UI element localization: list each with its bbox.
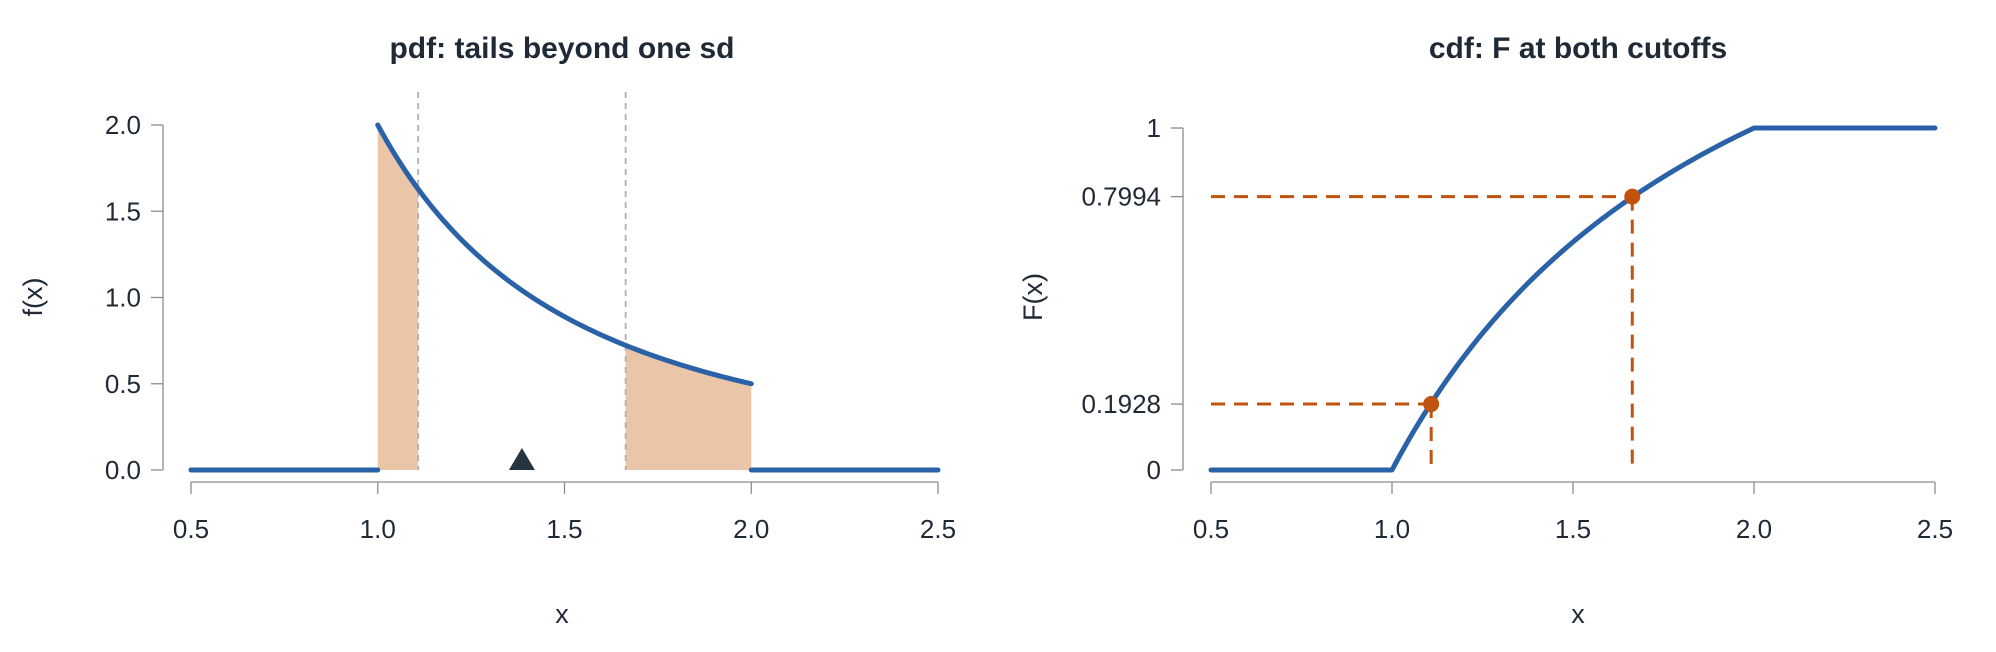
mean-triangle-marker: [508, 448, 535, 470]
x-tick-label: 1.0: [360, 514, 396, 544]
y-tick-label: 1: [1147, 113, 1161, 143]
x-tick-label: 0.5: [1193, 514, 1229, 544]
pdf-curve-density: [375, 122, 754, 387]
pdf-x-axis-label: x: [555, 599, 569, 629]
y-tick-label: 0.1928: [1081, 389, 1161, 419]
cdf-chart-title: cdf: F at both cutoffs: [1429, 32, 1727, 65]
pdf-shaded-tails: [377, 125, 752, 470]
x-tick-label: 1.0: [1374, 514, 1410, 544]
pdf-curve: [188, 122, 941, 473]
cdf-curve: [1208, 125, 1938, 473]
cdf-panel: cdf: F at both cutoffs x F(x) 0.5 1.0 1.5 2…: [1018, 32, 1953, 629]
cdf-cutoff-point: [1423, 396, 1440, 413]
pdf-chart-title: pdf: tails beyond one sd: [389, 32, 734, 65]
y-tick-label: 0.5: [105, 369, 141, 399]
x-tick-label: 2.5: [920, 514, 956, 544]
shaded-tail-region: [625, 345, 752, 470]
cdf-curve-line: [1208, 125, 1938, 473]
y-tick-label: 0.7994: [1081, 182, 1161, 212]
x-tick-label: 2.0: [1736, 514, 1772, 544]
pdf-axes: 0.5 1.0 1.5 2.0 2.5 0.0 0.5 1.0 1.5 2.0: [105, 110, 956, 544]
y-tick-label: 2.0: [105, 110, 141, 140]
cdf-y-axis-label: F(x): [1018, 273, 1048, 321]
y-tick-label: 1.0: [105, 283, 141, 313]
x-tick-label: 0.5: [173, 514, 209, 544]
pdf-sd-cutoff-lines: [417, 92, 627, 470]
x-tick-label: 2.5: [1917, 514, 1953, 544]
shaded-tail-region: [377, 125, 419, 470]
pdf-markers: [508, 448, 535, 470]
x-tick-label: 1.5: [1555, 514, 1591, 544]
x-tick-label: 2.0: [733, 514, 769, 544]
cdf-x-axis-label: x: [1571, 599, 1585, 629]
y-tick-label: 0: [1147, 455, 1161, 485]
cdf-guide-lines: [1211, 195, 1634, 470]
y-tick-label: 1.5: [105, 196, 141, 226]
cdf-points: [1423, 188, 1641, 413]
cdf-axes: 0.5 1.0 1.5 2.0 2.5 0 0.1928 0.7994 1: [1081, 113, 1953, 544]
pdf-panel: pdf: tails beyond one sd x f(x) 0.5 1.0 1.…: [18, 32, 956, 629]
y-tick-label: 0.0: [105, 455, 141, 485]
cdf-cutoff-point: [1624, 188, 1641, 205]
pdf-y-axis-label: f(x): [18, 278, 48, 317]
x-tick-label: 1.5: [546, 514, 582, 544]
